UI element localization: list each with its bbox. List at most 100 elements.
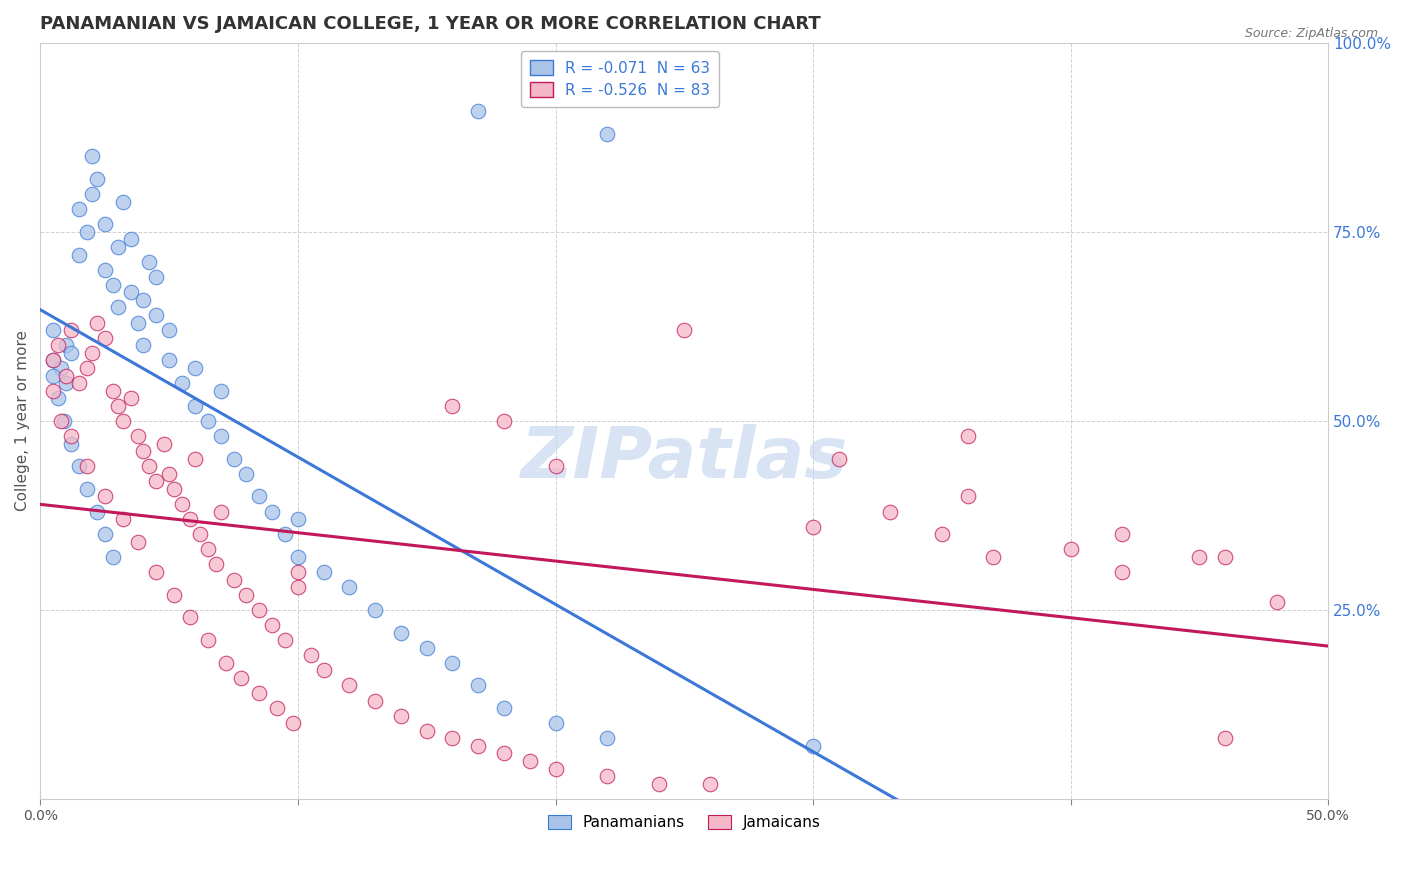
Point [247, 490, 270, 504]
Point [287, 580, 309, 594]
Point [42, 353, 65, 368]
Point [157, 323, 180, 337]
Point [170, 497, 193, 511]
Point [184, 360, 207, 375]
Point [364, 693, 387, 707]
Point [107, 240, 129, 254]
Point [441, 731, 464, 746]
Text: Source: ZipAtlas.com: Source: ZipAtlas.com [1244, 27, 1378, 40]
Point [596, 127, 619, 141]
Point [55, 338, 77, 352]
Point [60, 429, 83, 443]
Point [956, 490, 979, 504]
Point [138, 255, 160, 269]
Point [215, 656, 238, 670]
Point [596, 731, 619, 746]
Point [699, 777, 721, 791]
Point [132, 338, 155, 352]
Point [94, 490, 117, 504]
Point [231, 671, 253, 685]
Point [467, 739, 489, 753]
Point [132, 293, 155, 307]
Point [544, 762, 567, 776]
Point [60, 436, 83, 450]
Point [76, 360, 98, 375]
Point [209, 384, 232, 398]
Point [389, 625, 412, 640]
Point [86, 505, 108, 519]
Point [1111, 527, 1133, 541]
Point [145, 270, 167, 285]
Point [287, 565, 309, 579]
Point [163, 588, 186, 602]
Point [247, 686, 270, 700]
Point [673, 323, 696, 337]
Point [262, 618, 284, 632]
Point [42, 353, 65, 368]
Point [467, 103, 489, 118]
Point [339, 580, 361, 594]
Point [222, 573, 245, 587]
Point [235, 467, 257, 481]
Point [127, 316, 149, 330]
Point [287, 549, 309, 564]
Point [127, 534, 149, 549]
Point [339, 678, 361, 692]
Point [467, 678, 489, 692]
Point [281, 716, 304, 731]
Point [247, 603, 270, 617]
Point [107, 301, 129, 315]
Point [956, 429, 979, 443]
Point [76, 225, 98, 239]
Point [266, 701, 288, 715]
Point [55, 376, 77, 390]
Point [197, 633, 219, 648]
Point [120, 232, 142, 246]
Point [1265, 595, 1288, 609]
Point [416, 640, 439, 655]
Point [42, 384, 65, 398]
Point [931, 527, 953, 541]
Point [48, 391, 70, 405]
Point [262, 505, 284, 519]
Point [52, 414, 75, 428]
Point [441, 399, 464, 413]
Legend: Panamanians, Jamaicans: Panamanians, Jamaicans [541, 809, 827, 837]
Point [86, 316, 108, 330]
Point [145, 565, 167, 579]
Point [492, 747, 515, 761]
Point [60, 323, 83, 337]
Point [55, 368, 77, 383]
Point [80, 149, 103, 163]
Point [101, 384, 124, 398]
Point [49, 360, 72, 375]
Point [67, 459, 90, 474]
Point [157, 467, 180, 481]
Point [544, 459, 567, 474]
Point [197, 414, 219, 428]
Point [80, 346, 103, 360]
Point [48, 338, 70, 352]
Point [204, 558, 226, 572]
Point [312, 663, 335, 677]
Point [49, 414, 72, 428]
Point [416, 723, 439, 738]
Point [544, 716, 567, 731]
Point [60, 346, 83, 360]
Point [299, 648, 322, 663]
Point [188, 527, 211, 541]
Point [179, 512, 201, 526]
Point [492, 414, 515, 428]
Point [127, 429, 149, 443]
Point [111, 512, 134, 526]
Point [1188, 549, 1211, 564]
Point [879, 505, 901, 519]
Point [163, 482, 186, 496]
Point [389, 708, 412, 723]
Point [170, 376, 193, 390]
Point [197, 542, 219, 557]
Point [111, 414, 134, 428]
Text: PANAMANIAN VS JAMAICAN COLLEGE, 1 YEAR OR MORE CORRELATION CHART: PANAMANIAN VS JAMAICAN COLLEGE, 1 YEAR O… [41, 15, 821, 33]
Point [801, 519, 824, 533]
Y-axis label: College, 1 year or more: College, 1 year or more [15, 330, 30, 511]
